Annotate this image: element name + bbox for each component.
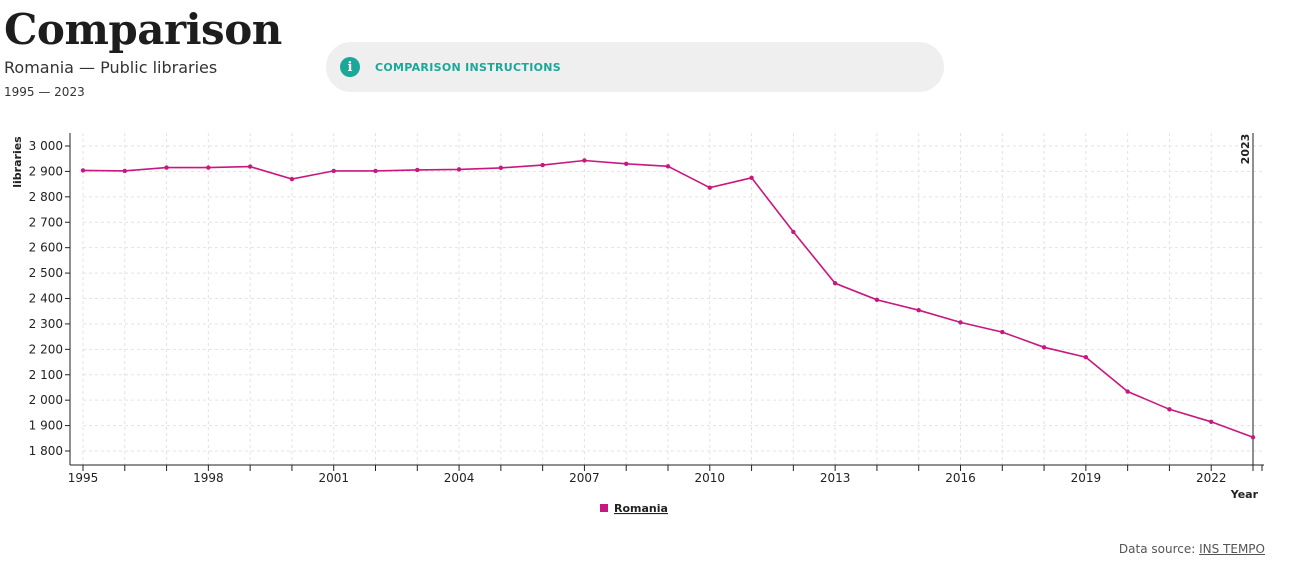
info-icon: i bbox=[340, 57, 360, 77]
axes: 1 800 1 900 2 000 2 100 2 200 2 300 2 400 2 500… bbox=[29, 133, 1264, 471]
data-point bbox=[498, 165, 504, 171]
data-point bbox=[456, 167, 462, 172]
x-tick-label: 2016 bbox=[945, 471, 976, 485]
data-point bbox=[749, 175, 754, 180]
page-subtitle: Romania — Public libraries bbox=[4, 58, 218, 77]
data-point bbox=[874, 297, 880, 302]
data-point bbox=[832, 281, 838, 286]
x-axis-title: Year bbox=[1230, 488, 1259, 501]
data-point bbox=[1250, 435, 1256, 440]
y-tick-label: 2 200 bbox=[29, 342, 63, 356]
comparison-instructions-label: COMPARISON INSTRUCTIONS bbox=[375, 60, 561, 74]
y-axis-title: libraries bbox=[11, 136, 24, 188]
data-point bbox=[958, 320, 963, 325]
y-tick-label: 1 800 bbox=[29, 444, 63, 458]
data-point bbox=[206, 165, 211, 170]
legend[interactable]: Romania bbox=[600, 502, 668, 515]
y-tick-label: 2 400 bbox=[29, 292, 63, 306]
x-tick-label: 2019 bbox=[1071, 471, 1102, 485]
series-layer bbox=[80, 158, 1256, 440]
x-tick-label: 2004 bbox=[444, 471, 475, 485]
data-point bbox=[540, 162, 545, 168]
data-point bbox=[582, 158, 587, 163]
legend-swatch bbox=[600, 504, 608, 512]
y-tick-label: 2 700 bbox=[29, 215, 63, 229]
year-marker-label: 2023 bbox=[1239, 134, 1252, 165]
data-point bbox=[665, 164, 671, 169]
y-tick-label: 2 600 bbox=[29, 241, 63, 255]
y-tick-label: 2 800 bbox=[29, 190, 63, 204]
grid bbox=[82, 133, 1262, 465]
x-tick-label: 2013 bbox=[820, 471, 851, 485]
y-tick-label: 1 900 bbox=[29, 419, 63, 433]
data-source-link[interactable]: INS TEMPO bbox=[1199, 542, 1265, 556]
x-tick-label: 2007 bbox=[569, 471, 600, 485]
x-tick-label: 2010 bbox=[695, 471, 726, 485]
data-point bbox=[1083, 355, 1089, 360]
legend-item-label[interactable]: Romania bbox=[614, 502, 668, 515]
data-point bbox=[247, 164, 253, 169]
data-source-label: Data source: bbox=[1118, 542, 1196, 556]
axis-labels: 1995 1998 2001 2004 2007 2010 2013 2016 2019 2022… bbox=[11, 134, 1259, 501]
data-point bbox=[80, 168, 86, 173]
y-tick-label: 2 500 bbox=[29, 266, 63, 280]
data-point bbox=[1041, 345, 1047, 350]
comparison-instructions-button[interactable]: i COMPARISON INSTRUCTIONS bbox=[326, 42, 944, 92]
y-tick-label: 2 900 bbox=[29, 164, 63, 178]
data-point bbox=[707, 185, 712, 190]
y-tick-label: 3 000 bbox=[29, 139, 63, 153]
data-point bbox=[331, 168, 336, 174]
data-point bbox=[791, 229, 796, 235]
x-tick-label: 1998 bbox=[193, 471, 224, 485]
data-point bbox=[373, 168, 378, 174]
data-point bbox=[415, 167, 420, 173]
y-tick-label: 2 300 bbox=[29, 317, 63, 331]
data-point bbox=[916, 307, 921, 313]
data-point bbox=[1167, 407, 1172, 412]
data-source: Data source: INS TEMPO bbox=[1119, 542, 1265, 556]
y-tick-label: 2 000 bbox=[29, 393, 63, 407]
data-point bbox=[289, 176, 295, 182]
data-point bbox=[624, 161, 629, 166]
x-tick-label: 2022 bbox=[1196, 471, 1227, 485]
page-title: Comparison bbox=[4, 5, 282, 54]
data-point bbox=[1000, 329, 1005, 335]
x-tick-label: 2001 bbox=[318, 471, 349, 485]
data-point bbox=[1125, 389, 1130, 394]
year-range: 1995 — 2023 bbox=[4, 85, 85, 99]
y-tick-label: 2 100 bbox=[29, 368, 63, 382]
data-point bbox=[122, 168, 127, 174]
x-tick-label: 1995 bbox=[68, 471, 99, 485]
data-point bbox=[164, 165, 169, 170]
data-point bbox=[1209, 419, 1214, 424]
